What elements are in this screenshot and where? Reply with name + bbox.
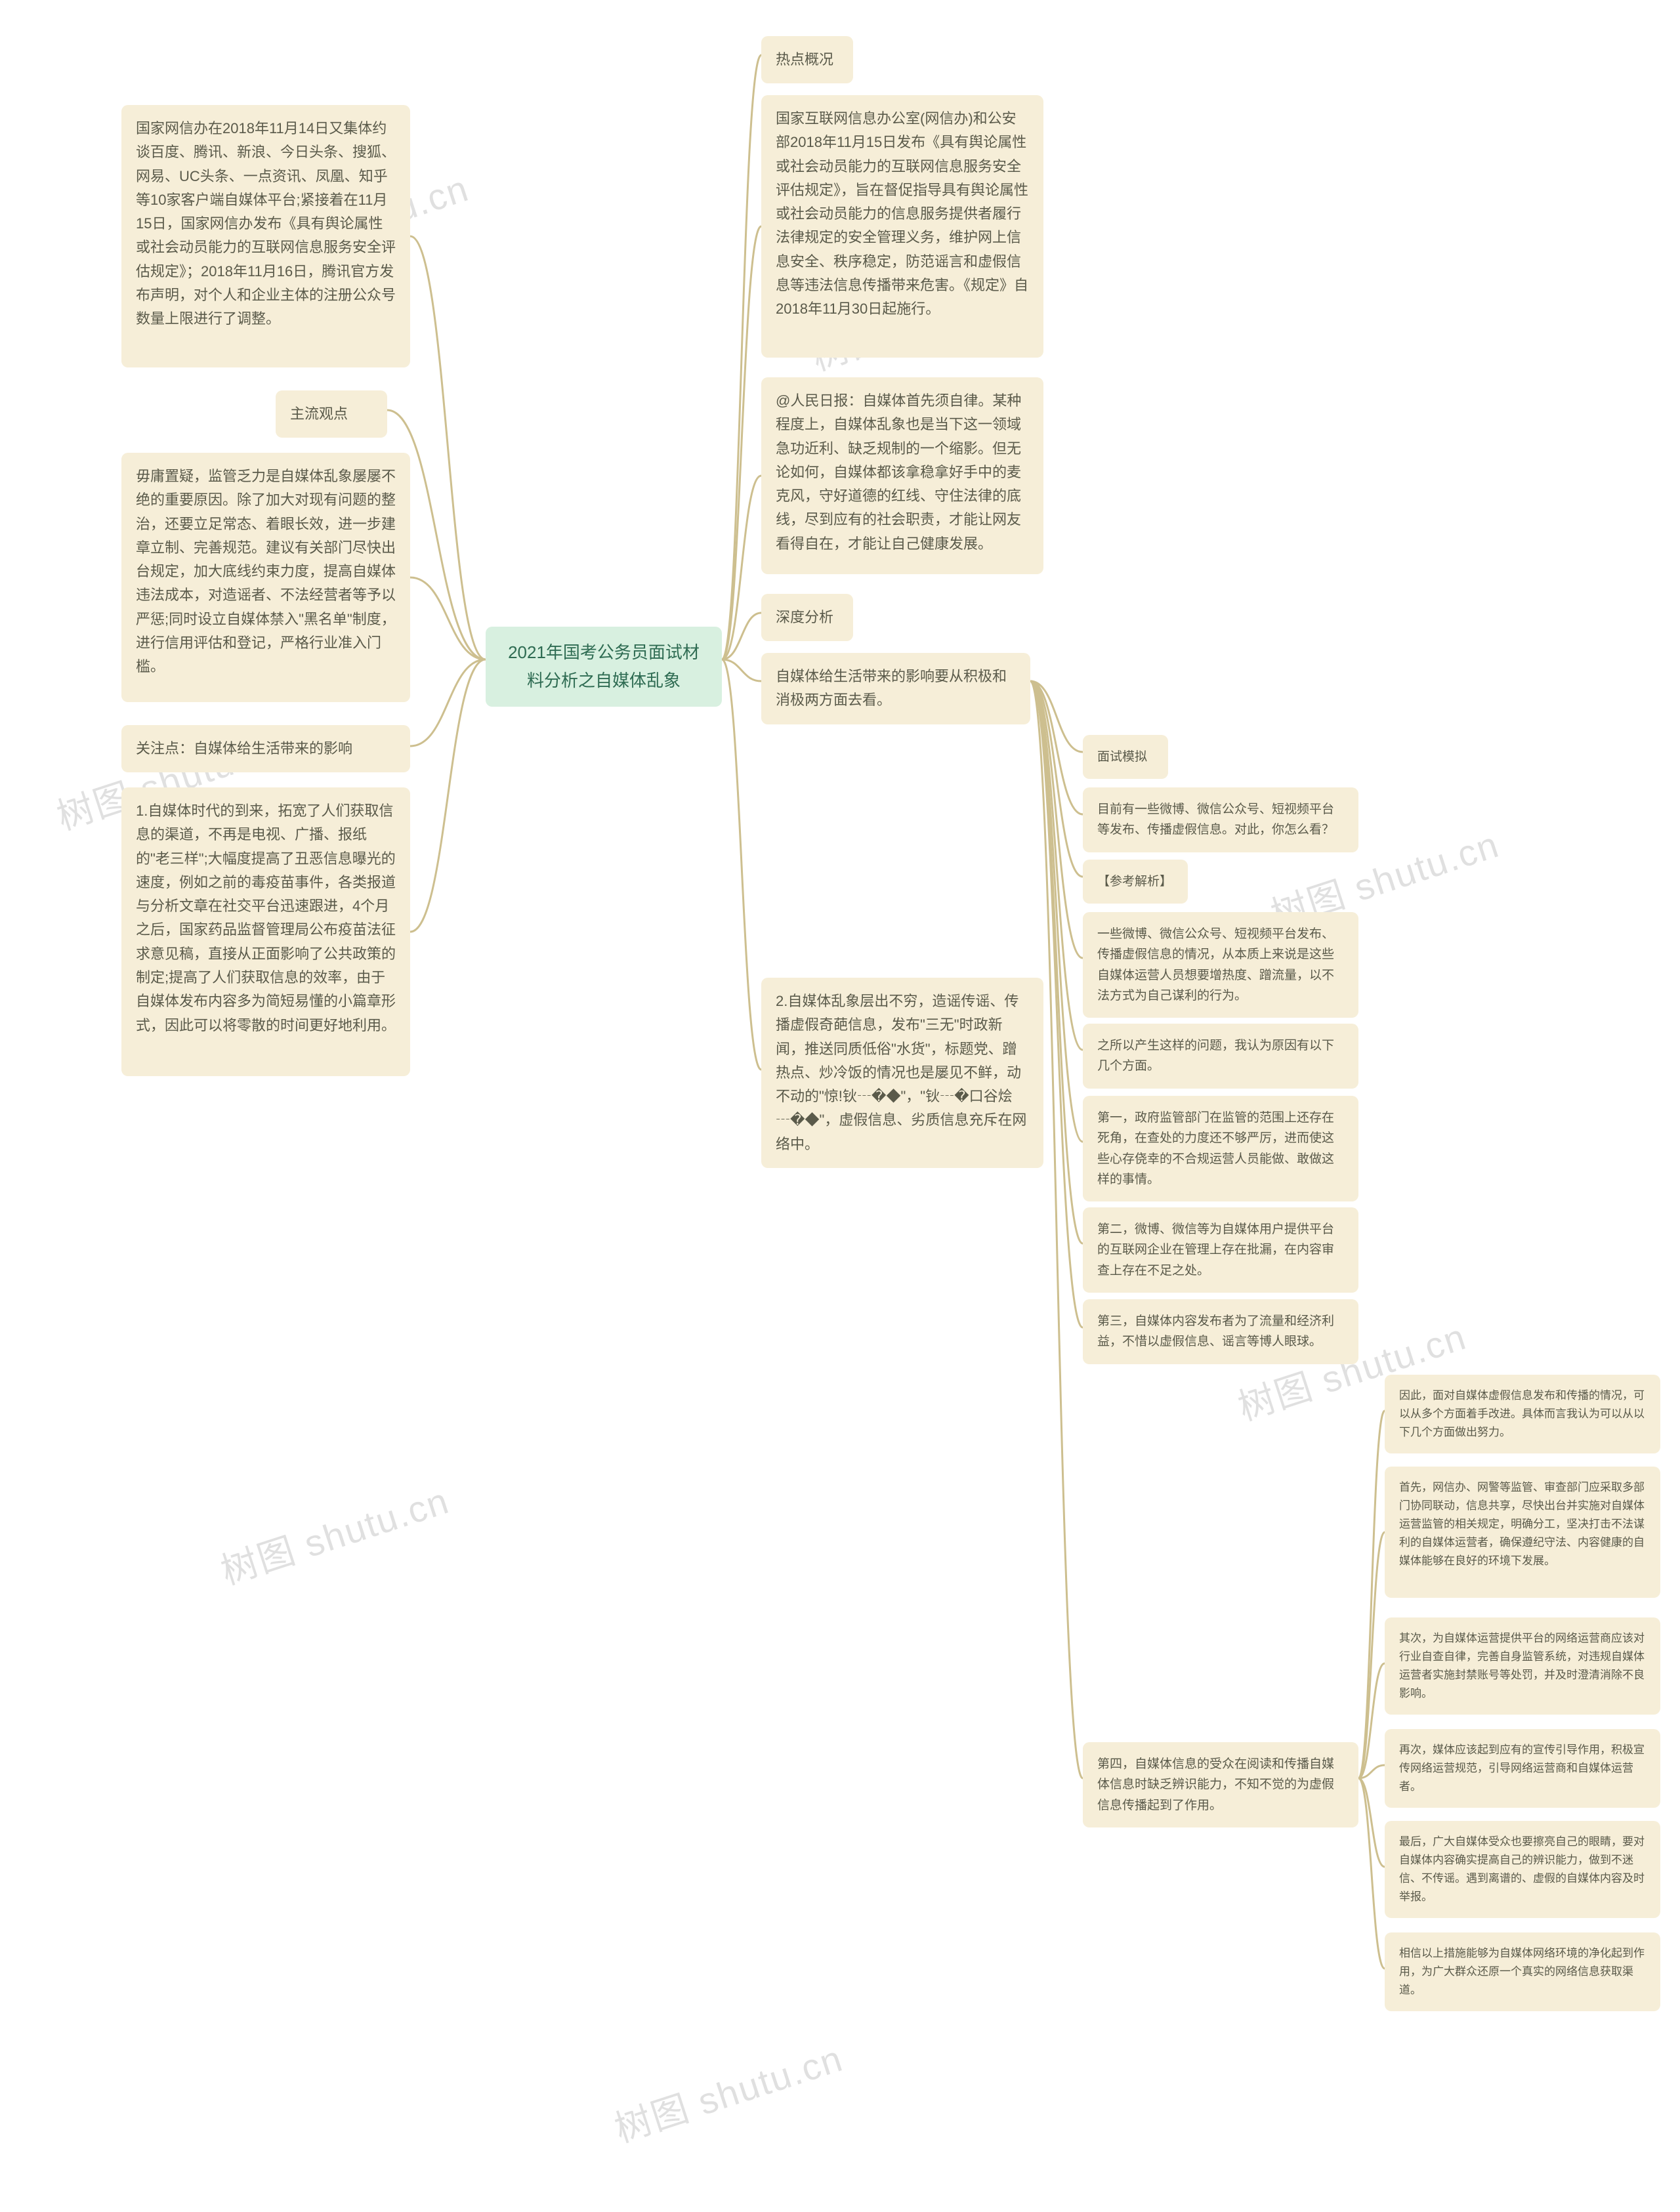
mindmap-canvas: 树图 shutu.cn 树图 shutu.cn 树图 shutu.cn 树图 s… — [0, 0, 1680, 2212]
mock-analysis-2[interactable]: 之所以产生这样的问题，我认为原因有以下几个方面。 — [1083, 1024, 1358, 1089]
mock-reason-4[interactable]: 第四，自媒体信息的受众在阅读和传播自媒体信息时缺乏辨识能力，不知不觉的为虚假信息… — [1083, 1742, 1358, 1827]
left-node-intro[interactable]: 国家网信办在2018年11月14日又集体约谈百度、腾讯、新浪、今日头条、搜狐、网… — [121, 105, 410, 367]
right-node-point2[interactable]: 2.自媒体乱象层出不穷，造谣传谣、传播虚假奇葩信息，发布"三无"时政新闻，推送同… — [761, 978, 1043, 1168]
mock-analysis-label[interactable]: 【参考解析】 — [1083, 860, 1188, 904]
solution-4[interactable]: 最后，广大自媒体受众也要擦亮自己的眼睛，要对自媒体内容确实提高自己的辨识能力，做… — [1385, 1821, 1660, 1918]
watermark: 树图 shutu.cn — [213, 1471, 455, 1595]
mock-title[interactable]: 面试模拟 — [1083, 735, 1168, 779]
mock-question[interactable]: 目前有一些微博、微信公众号、短视频平台等发布、传播虚假信息。对此，你怎么看？ — [1083, 787, 1358, 852]
left-node-mainstream-body[interactable]: 毋庸置疑，监管乏力是自媒体乱象屡屡不绝的重要原因。除了加大对现有问题的整治，还要… — [121, 453, 410, 702]
left-node-point1[interactable]: 1.自媒体时代的到来，拓宽了人们获取信息的渠道，不再是电视、广播、报纸的"老三样… — [121, 787, 410, 1076]
mock-reason-1[interactable]: 第一，政府监管部门在监管的范围上还存在死角，在查处的力度还不够严厉，进而使这些心… — [1083, 1096, 1358, 1201]
watermark: 树图 shutu.cn — [607, 2029, 849, 2153]
right-node-hotspot-title[interactable]: 热点概况 — [761, 36, 853, 83]
solution-conclusion[interactable]: 相信以上措施能够为自媒体网络环境的净化起到作用，为广大群众还原一个真实的网络信息… — [1385, 1932, 1660, 2011]
right-node-hotspot-body[interactable]: 国家互联网信息办公室(网信办)和公安部2018年11月15日发布《具有舆论属性或… — [761, 95, 1043, 358]
solution-1[interactable]: 首先，网信办、网警等监管、审查部门应采取多部门协同联动，信息共享，尽快出台并实施… — [1385, 1467, 1660, 1598]
left-node-focus[interactable]: 关注点：自媒体给生活带来的影响 — [121, 725, 410, 772]
mock-analysis-1[interactable]: 一些微博、微信公众号、短视频平台发布、传播虚假信息的情况，从本质上来说是这些自媒… — [1083, 912, 1358, 1018]
mock-reason-3[interactable]: 第三，自媒体内容发布者为了流量和经济利益，不惜以虚假信息、谣言等博人眼球。 — [1083, 1299, 1358, 1364]
right-node-peoples-daily[interactable]: @人民日报：自媒体首先须自律。某种程度上，自媒体乱象也是当下这一领域急功近利、缺… — [761, 377, 1043, 574]
left-node-mainstream-title[interactable]: 主流观点 — [276, 390, 387, 438]
right-node-deep-title[interactable]: 深度分析 — [761, 594, 853, 641]
solution-2[interactable]: 其次，为自媒体运营提供平台的网络运营商应该对行业自查自律，完善自身监管系统，对违… — [1385, 1617, 1660, 1715]
mock-reason-2[interactable]: 第二，微博、微信等为自媒体用户提供平台的互联网企业在管理上存在批漏，在内容审查上… — [1083, 1207, 1358, 1293]
root-node[interactable]: 2021年国考公务员面试材料分析之自媒体乱象 — [486, 627, 722, 707]
right-node-deep-body[interactable]: 自媒体给生活带来的影响要从积极和消极两方面去看。 — [761, 653, 1030, 724]
solution-intro[interactable]: 因此，面对自媒体虚假信息发布和传播的情况，可以从多个方面着手改进。具体而言我认为… — [1385, 1375, 1660, 1453]
solution-3[interactable]: 再次，媒体应该起到应有的宣传引导作用，积极宣传网络运营规范，引导网络运营商和自媒… — [1385, 1729, 1660, 1808]
